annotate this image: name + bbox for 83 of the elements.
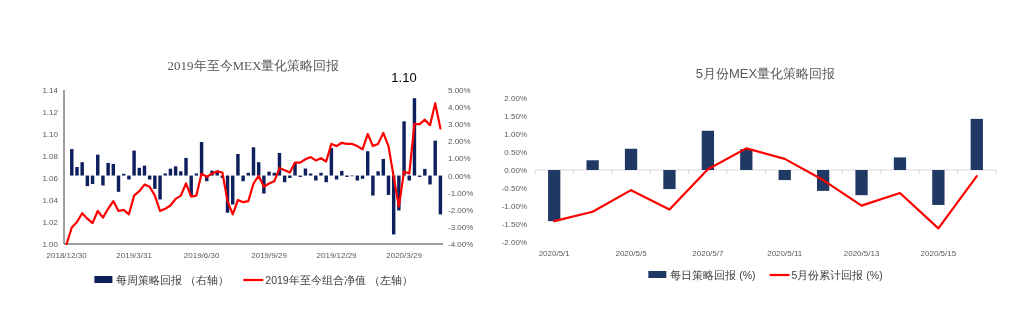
chart-title: 5月份MEX量化策略回报 (695, 66, 836, 81)
bar (970, 118, 983, 170)
y-tick-label: -0.50% (501, 184, 527, 193)
bar (314, 175, 318, 181)
y-tick-label: 1.04 (42, 196, 59, 205)
bar (433, 140, 437, 176)
x-tick-label: 2019/3/31 (116, 251, 153, 260)
bar (241, 175, 245, 182)
bar (932, 170, 945, 205)
text: 1.10 (391, 70, 417, 85)
y-tick-label: 0.50% (504, 148, 527, 157)
y-tick-label: 0.00% (504, 166, 527, 175)
legend-label: 2019年至今组合净值 （左轴） (265, 274, 413, 286)
bar (423, 168, 427, 176)
bar (371, 175, 375, 196)
bar (740, 149, 753, 170)
y2-tick-label: -1.00% (448, 188, 474, 198)
y2-tick-label: 4.00% (448, 103, 471, 113)
legend-label: 5月份累计回报 (%) (791, 269, 883, 281)
y-tick-label: 1.00 (42, 240, 59, 249)
bar (106, 162, 110, 176)
y2-tick-label: 2.00% (448, 137, 471, 147)
y2-tick-label: 0.00% (448, 171, 471, 181)
bar (137, 167, 141, 176)
bar (428, 175, 432, 185)
x-tick-label: 2020/5/11 (767, 249, 803, 258)
bar (366, 151, 370, 176)
y-tick-label: 1.12 (42, 108, 59, 117)
chart-title: 2019年至今MEX量化策略回报 (167, 58, 340, 73)
x-tick-label: 2020/5/13 (843, 249, 880, 258)
x-tick-label: 2020/5/1 (538, 249, 571, 258)
bar (701, 130, 715, 170)
bar (168, 168, 173, 176)
bar (101, 175, 105, 186)
y2-tick-label: -4.00% (448, 240, 474, 249)
y-tick-label: 1.06 (42, 174, 59, 183)
x-tick-label: 2020/3/29 (386, 251, 423, 260)
y-tick-label: 1.02 (42, 218, 59, 227)
bar (324, 175, 328, 183)
y-tick-label: 1.14 (42, 86, 59, 95)
y2-tick-label: 3.00% (448, 120, 471, 130)
legend-label: 每日策略回报 (%) (670, 269, 756, 281)
bar (586, 160, 599, 170)
line-series (553, 147, 978, 230)
bar (173, 166, 178, 176)
y2-tick-label: 5.00% (448, 86, 471, 95)
bar (246, 172, 251, 176)
bar (111, 163, 116, 176)
y-tick-label: 1.50% (504, 112, 527, 121)
y2-tick-label: -3.00% (448, 222, 474, 232)
bar (663, 170, 676, 190)
x-tick-label: 2019/6/30 (183, 251, 220, 260)
y2-tick-label: -2.00% (448, 205, 474, 215)
y-tick-label: 1.08 (42, 152, 59, 161)
bar (778, 170, 791, 181)
bar (548, 170, 561, 222)
x-tick-label: 2020/5/7 (692, 249, 724, 258)
y-tick-label: -1.00% (501, 202, 527, 211)
y-tick-label: 2.00% (504, 94, 527, 103)
x-tick-label: 2019/12/29 (316, 251, 358, 260)
bar (319, 172, 323, 176)
bar (267, 171, 271, 176)
bar (251, 147, 256, 176)
y2-tick-label: 1.00% (448, 154, 471, 164)
bar (127, 175, 131, 180)
bar (402, 121, 406, 176)
y-tick-label: 1.10 (42, 130, 59, 139)
bar (624, 148, 638, 170)
x-tick-label: 2018/12/30 (46, 251, 88, 260)
x-tick-label: 2020/5/15 (920, 249, 957, 258)
y-tick-label: 1.00% (504, 130, 527, 139)
bar (132, 150, 136, 176)
bar (855, 170, 868, 196)
x-tick-label: 2020/5/5 (615, 249, 648, 258)
bar (288, 175, 292, 178)
y-tick-label: -1.50% (501, 220, 527, 229)
bar (236, 154, 240, 176)
x-tick-label: 2019/9/29 (251, 251, 288, 260)
y-tick-label: -2.00% (501, 238, 527, 247)
bar (893, 157, 907, 170)
bar (340, 170, 344, 176)
bar (376, 171, 380, 176)
legend-label: 每周策略回报 （右轴） (116, 274, 230, 286)
